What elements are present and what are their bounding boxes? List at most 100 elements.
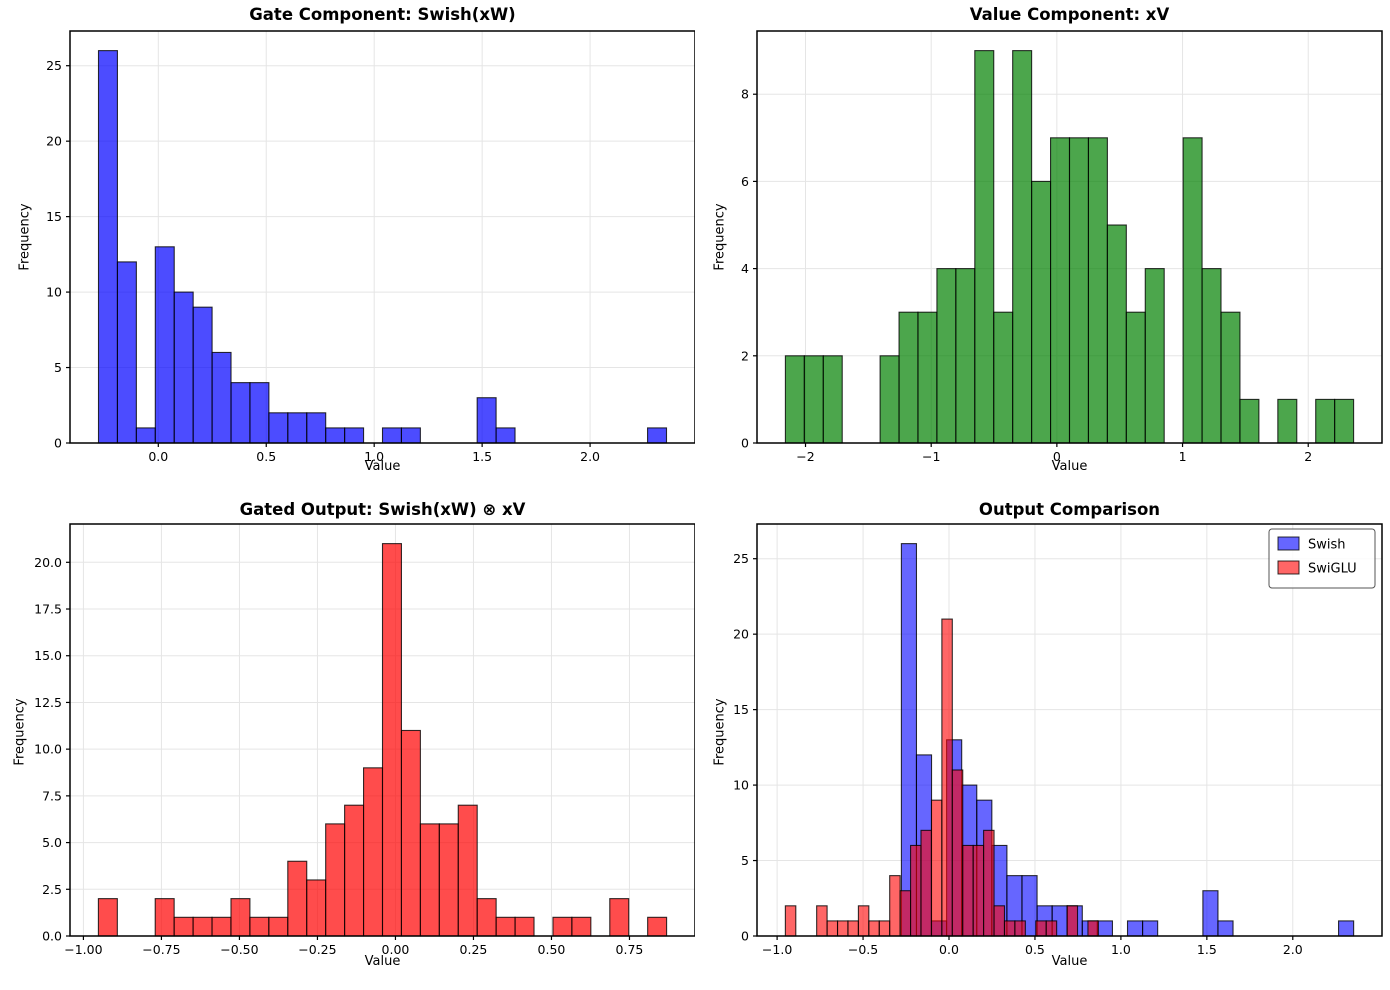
histogram-bar bbox=[955, 268, 976, 444]
histogram-bar bbox=[1220, 311, 1241, 444]
histogram-bar bbox=[306, 879, 327, 937]
histogram-bar bbox=[1106, 224, 1127, 444]
histogram-bar bbox=[135, 427, 156, 444]
histogram-bar bbox=[898, 311, 919, 444]
ticks-layer: −1.00 −0.75 −0.50 −0.25 0.00 0.25 0.50 0.75 0.0 2… bbox=[34, 555, 643, 957]
histogram-bar bbox=[951, 769, 964, 937]
x-tick-label: 2 bbox=[1304, 449, 1312, 464]
histogram-bar bbox=[287, 860, 308, 937]
y-tick-label: 20.0 bbox=[34, 555, 62, 570]
legend: Swish SwiGLU bbox=[1268, 528, 1376, 589]
histogram-bar bbox=[230, 382, 251, 444]
histogram-bar bbox=[97, 898, 118, 937]
histogram-bar bbox=[1066, 905, 1079, 937]
histogram-bar bbox=[972, 844, 985, 937]
x-axis-label: Value bbox=[1051, 459, 1088, 474]
x-tick-label: 1 bbox=[1179, 449, 1187, 464]
histogram-bar bbox=[1277, 398, 1298, 444]
bars-layer bbox=[784, 618, 1099, 937]
histogram-bar bbox=[230, 898, 251, 937]
y-tick-label: 10 bbox=[733, 778, 749, 793]
histogram-bar bbox=[173, 916, 194, 937]
histogram-bar bbox=[910, 844, 922, 937]
x-tick-label: 0.50 bbox=[538, 942, 566, 957]
histogram-bar bbox=[647, 427, 668, 444]
histogram-bar bbox=[495, 427, 516, 444]
histogram-bar bbox=[1003, 920, 1016, 937]
y-tick-label: 20 bbox=[733, 627, 749, 642]
histogram-bar bbox=[1031, 180, 1052, 444]
x-axis-label: Value bbox=[1051, 954, 1088, 969]
histogram-bar bbox=[878, 920, 891, 937]
subplot-output-comparison: Output Comparison Frequency Value −1.0 −0… bbox=[695, 495, 1390, 990]
histogram-bar bbox=[647, 916, 668, 937]
chart-title: Gate Component: Swish(xW) bbox=[249, 5, 516, 24]
histogram-plot-value: −2 −1 0 1 2 0 2 4 6 8 bbox=[741, 30, 1383, 464]
histogram-bar bbox=[993, 311, 1014, 444]
y-tick-label: 0.0 bbox=[42, 929, 62, 944]
y-tick-label: 5 bbox=[741, 853, 749, 868]
histogram-bar bbox=[476, 898, 497, 937]
histogram-plot-gate: 0.0 0.5 1.0 1.5 2.0 0 5 10 15 20 25 bbox=[46, 30, 695, 464]
histogram-bar bbox=[419, 823, 440, 937]
subplot-gated-output: Gated Output: Swish(xW) ⊗ xV Frequency V… bbox=[0, 495, 695, 990]
y-tick-label: 0 bbox=[54, 436, 62, 451]
axes-frame bbox=[69, 30, 695, 444]
x-tick-label: −1.0 bbox=[762, 942, 792, 957]
histogram-bar bbox=[571, 916, 592, 937]
x-tick-label: 0.75 bbox=[616, 942, 644, 957]
x-tick-label: 0.25 bbox=[460, 942, 488, 957]
histogram-bar bbox=[822, 355, 843, 444]
histogram-bar bbox=[1239, 398, 1260, 444]
histogram-bar bbox=[816, 905, 828, 937]
y-tick-label: 17.5 bbox=[34, 602, 62, 617]
histogram-bar bbox=[116, 261, 137, 444]
subplot-value-component: Value Component: xV Frequency Value −2 −1… bbox=[695, 0, 1390, 495]
histogram-bar bbox=[97, 50, 118, 444]
x-tick-label: −0.50 bbox=[220, 942, 258, 957]
x-tick-label: 1.5 bbox=[1197, 942, 1217, 957]
histogram-bar bbox=[1050, 137, 1071, 444]
histogram-bar bbox=[154, 246, 175, 444]
subplot-gate-component: Gate Component: Swish(xW) Frequency Valu… bbox=[0, 0, 695, 495]
histogram-bar bbox=[1068, 137, 1089, 444]
y-tick-label: 8 bbox=[741, 87, 749, 102]
histogram-bar bbox=[847, 920, 859, 937]
x-tick-label: 0.00 bbox=[382, 942, 410, 957]
y-tick-label: 12.5 bbox=[34, 695, 62, 710]
legend-label: SwiGLU bbox=[1308, 562, 1357, 577]
histogram-bar bbox=[962, 844, 974, 937]
x-tick-label: 0 bbox=[1053, 449, 1061, 464]
histogram-bar bbox=[993, 905, 1006, 937]
x-tick-label: 0.0 bbox=[939, 942, 959, 957]
histogram-bar bbox=[457, 804, 478, 937]
y-tick-label: 15 bbox=[46, 209, 62, 224]
histogram-bar bbox=[1096, 920, 1113, 937]
histogram-bar bbox=[514, 916, 535, 937]
y-tick-label: 0 bbox=[741, 929, 749, 944]
axes-frame bbox=[756, 30, 1383, 444]
y-tick-label: 10 bbox=[46, 285, 62, 300]
histogram-bar bbox=[1142, 920, 1159, 937]
histogram-bar bbox=[344, 427, 365, 444]
histogram-bar bbox=[826, 920, 839, 937]
bars-layer bbox=[97, 50, 668, 444]
x-axis-label: Value bbox=[364, 459, 401, 474]
histogram-bar bbox=[899, 890, 912, 937]
x-tick-label: 1.0 bbox=[364, 449, 384, 464]
x-tick-label: 1.5 bbox=[472, 449, 492, 464]
histogram-bar bbox=[930, 799, 943, 937]
x-tick-label: −1.00 bbox=[64, 942, 102, 957]
histogram-bar bbox=[249, 382, 270, 444]
histogram-bar bbox=[495, 916, 516, 937]
histogram-bar bbox=[803, 355, 824, 444]
histogram-bar bbox=[381, 543, 402, 937]
histogram-bar bbox=[363, 767, 384, 937]
histogram-bar bbox=[1182, 137, 1203, 444]
x-tick-label: 0.5 bbox=[256, 449, 276, 464]
x-tick-label: −1 bbox=[922, 449, 940, 464]
histogram-bar bbox=[381, 427, 402, 444]
histogram-plot-gated: −1.00 −0.75 −0.50 −0.25 0.00 0.25 0.50 0.75 0.0 2… bbox=[34, 523, 695, 957]
histogram-bar bbox=[173, 291, 194, 444]
legend-label: Swish bbox=[1308, 538, 1346, 553]
